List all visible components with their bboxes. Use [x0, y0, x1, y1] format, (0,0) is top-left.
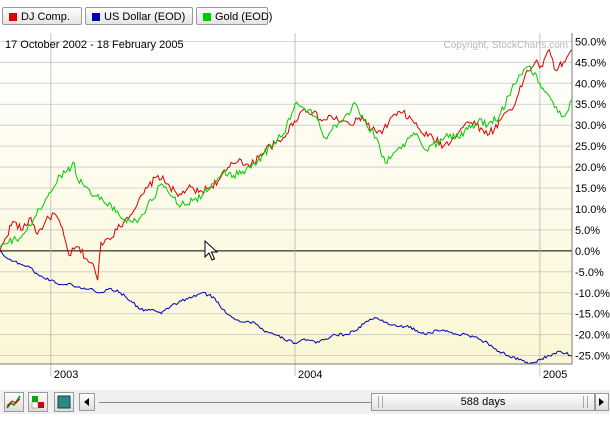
mouse-pointer-icon: [204, 240, 218, 261]
scroll-right-button[interactable]: [595, 393, 609, 411]
legend-swatch-us-dollar: [92, 13, 100, 21]
thumb-grip-right: [583, 396, 588, 408]
y-tick-label: 50.0%: [575, 36, 606, 48]
square-tool-button[interactable]: [54, 392, 74, 412]
period-scroll-thumb[interactable]: 588 days: [371, 393, 595, 411]
y-tick-label: 5.0%: [575, 225, 600, 237]
y-tick-label: 0.0%: [575, 246, 600, 258]
y-tick-label: -5.0%: [575, 267, 604, 279]
date-range-label: 17 October 2002 - 18 February 2005: [5, 39, 184, 51]
thumb-grip-left: [378, 396, 383, 408]
scroll-track[interactable]: [99, 402, 371, 403]
legend-item-us-dollar[interactable]: US Dollar (EOD): [85, 7, 193, 25]
x-tick-label: 2004: [298, 369, 322, 381]
y-tick-label: 30.0%: [575, 120, 606, 132]
legend-bar: DJ Comp. US Dollar (EOD) Gold (EOD): [0, 0, 610, 32]
color-swatch-icon: [31, 396, 44, 409]
y-tick-label: 20.0%: [575, 162, 606, 174]
scroll-left-button[interactable]: [79, 393, 95, 411]
line-chart-icon: [6, 395, 21, 409]
legend-item-dj-comp[interactable]: DJ Comp.: [2, 7, 82, 25]
y-tick-label: 10.0%: [575, 204, 606, 216]
y-tick-label: -20.0%: [575, 330, 610, 342]
y-tick-label: 15.0%: [575, 183, 606, 195]
chart-area: 50.0% 45.0% 40.0% 35.0% 30.0% 25.0% 20.0% 15.0%…: [0, 33, 610, 383]
y-tick-label: 35.0%: [575, 99, 606, 111]
y-tick-label: -25.0%: [575, 351, 610, 363]
series-line-us-dollar-eod: [0, 250, 572, 365]
chart-plot: 50.0% 45.0% 40.0% 35.0% 30.0% 25.0% 20.0% 15.0%…: [0, 33, 610, 381]
x-tick-label: 2003: [54, 369, 78, 381]
y-tick-label: 45.0%: [575, 57, 606, 69]
legend-label-dj-comp: DJ Comp.: [21, 11, 70, 23]
x-tick-label: 2005: [543, 369, 567, 381]
legend-swatch-gold: [203, 13, 211, 21]
y-tick-label: -15.0%: [575, 309, 610, 321]
color-tool-button[interactable]: [28, 392, 48, 412]
y-tick-label: 25.0%: [575, 141, 606, 153]
bottom-toolbar: 588 days: [0, 390, 610, 414]
series-lines: [0, 48, 573, 365]
y-tick-label: -10.0%: [575, 288, 610, 300]
square-icon: [57, 395, 71, 409]
plot-background: [0, 33, 572, 364]
series-line-gold-eod: [0, 65, 573, 248]
axes: 50.0% 45.0% 40.0% 35.0% 30.0% 25.0% 20.0% 15.0%…: [0, 33, 610, 381]
period-label: 588 days: [460, 396, 506, 408]
y-tick-label: 40.0%: [575, 78, 606, 90]
arrow-left-icon: [84, 398, 89, 406]
arrow-right-icon: [599, 398, 604, 406]
legend-swatch-dj-comp: [9, 13, 17, 21]
legend-label-gold: Gold (EOD): [215, 11, 273, 23]
legend-label-us-dollar: US Dollar (EOD): [104, 11, 186, 23]
legend-item-gold[interactable]: Gold (EOD): [196, 7, 272, 25]
copyright-label: Copyright, StockCharts.com: [444, 40, 569, 51]
line-chart-tool-button[interactable]: [4, 392, 24, 412]
